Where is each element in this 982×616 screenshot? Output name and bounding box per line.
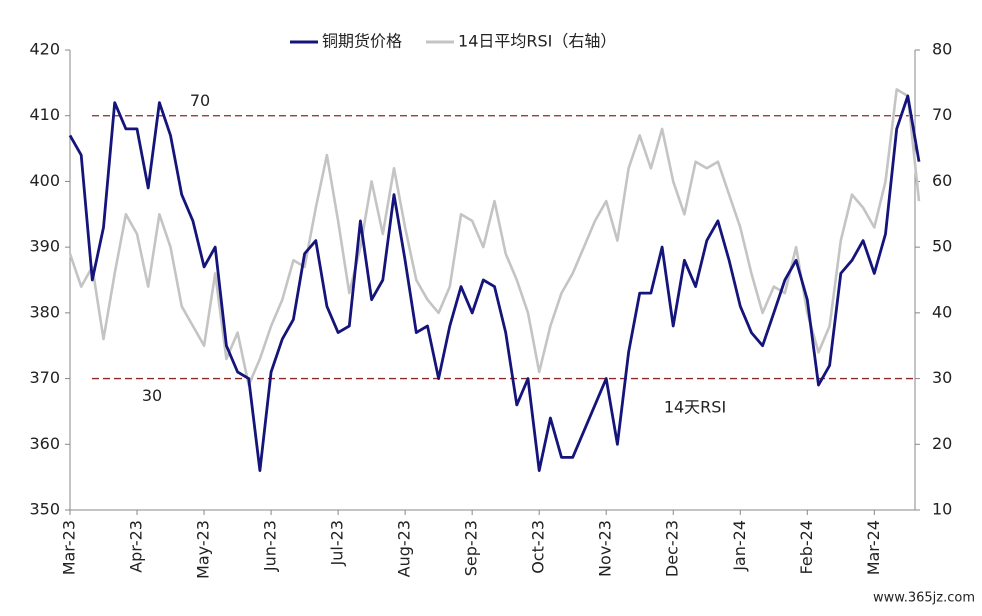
x-tick-label: Apr-23 (127, 520, 146, 573)
x-tick-label: Mar-24 (864, 520, 883, 575)
x-tick-label: Dec-23 (663, 520, 682, 577)
y-tick-label: 360 (29, 434, 60, 453)
y-tick-label: 400 (29, 171, 60, 190)
y2-tick-label: 70 (932, 105, 952, 124)
y-tick-label: 390 (29, 237, 60, 256)
x-tick-label: Feb-24 (797, 520, 816, 574)
x-tick-label: Jul-23 (328, 520, 347, 566)
x-tick-label: Oct-23 (529, 520, 548, 574)
x-tick-label: Jan-24 (730, 520, 749, 572)
reference-label: 30 (142, 386, 162, 405)
watermark: www.365jz.com (873, 591, 975, 606)
y2-tick-label: 40 (932, 302, 952, 321)
x-tick-label: Mar-23 (60, 520, 79, 575)
x-tick-label: Sep-23 (462, 520, 481, 576)
x-tick-label: May-23 (194, 520, 213, 579)
y2-tick-label: 10 (932, 500, 952, 519)
y-tick-label: 410 (29, 105, 60, 124)
y2-tick-label: 80 (932, 40, 952, 59)
y2-tick-label: 30 (932, 368, 952, 387)
x-tick-label: Jun-23 (261, 520, 280, 572)
legend-label: 14日平均RSI（右轴） (458, 32, 616, 51)
y-tick-label: 420 (29, 40, 60, 59)
y-tick-label: 350 (29, 500, 60, 519)
y2-tick-label: 60 (932, 171, 952, 190)
y-tick-label: 370 (29, 368, 60, 387)
series-line (68, 88, 921, 387)
x-tick-label: Nov-23 (596, 520, 615, 577)
annotation: 14天RSI (664, 398, 726, 417)
y2-tick-label: 20 (932, 434, 952, 453)
legend-label: 铜期货价格 (322, 32, 402, 51)
x-tick-label: Aug-23 (395, 520, 414, 577)
reference-label: 70 (190, 91, 210, 110)
y-tick-label: 380 (29, 302, 60, 321)
y2-tick-label: 50 (932, 237, 952, 256)
series-line (68, 94, 921, 472)
